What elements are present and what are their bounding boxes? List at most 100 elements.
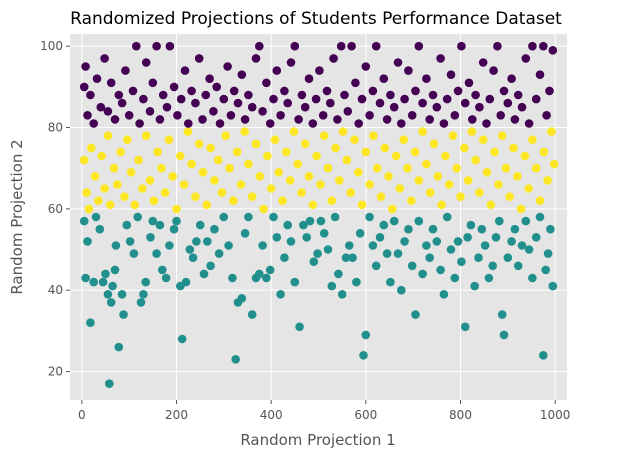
data-point-mid bbox=[138, 184, 147, 193]
data-point-low bbox=[302, 233, 312, 242]
data-point-mid bbox=[308, 200, 318, 210]
data-point-high bbox=[194, 54, 204, 63]
data-point-low bbox=[247, 310, 257, 319]
data-point-high bbox=[397, 119, 406, 128]
data-point-low bbox=[425, 253, 435, 262]
data-point-low bbox=[148, 216, 158, 226]
data-point-low bbox=[371, 261, 381, 271]
data-point-low bbox=[305, 216, 315, 226]
data-point-low bbox=[117, 290, 127, 299]
data-point-mid bbox=[380, 143, 390, 153]
data-point-high bbox=[457, 41, 466, 51]
data-point-high bbox=[237, 70, 247, 79]
data-point-low bbox=[316, 216, 326, 226]
data-point-low bbox=[510, 224, 520, 234]
data-point-low bbox=[470, 281, 480, 291]
data-point-mid bbox=[153, 147, 162, 157]
data-point-mid bbox=[240, 127, 249, 136]
data-point-high bbox=[496, 111, 506, 120]
data-point-mid bbox=[259, 204, 268, 214]
data-point-low bbox=[188, 253, 198, 262]
data-point-low bbox=[517, 241, 527, 250]
data-point-low bbox=[158, 265, 167, 275]
data-point-high bbox=[155, 115, 165, 124]
data-point-high bbox=[485, 94, 495, 104]
data-point-high bbox=[254, 41, 264, 51]
data-point-high bbox=[162, 102, 172, 112]
data-point-high bbox=[152, 41, 161, 51]
data-point-mid bbox=[312, 151, 321, 161]
data-point-mid bbox=[316, 180, 325, 189]
data-point-low bbox=[368, 241, 378, 250]
data-point-low bbox=[286, 237, 296, 246]
data-point-mid bbox=[549, 159, 559, 169]
data-point-high bbox=[251, 54, 261, 63]
data-point-high bbox=[446, 70, 456, 79]
data-point-high bbox=[283, 98, 293, 108]
data-point-mid bbox=[486, 200, 496, 210]
data-point-mid bbox=[84, 204, 94, 214]
data-point-low bbox=[114, 342, 124, 352]
data-point-high bbox=[513, 90, 523, 100]
data-point-mid bbox=[441, 151, 450, 161]
data-point-mid bbox=[444, 180, 454, 189]
data-point-high bbox=[165, 41, 175, 51]
data-point-low bbox=[219, 212, 229, 222]
data-point-low bbox=[295, 322, 304, 332]
data-point-low bbox=[418, 269, 427, 279]
data-point-low bbox=[337, 290, 347, 299]
data-point-low bbox=[359, 351, 368, 360]
data-point-high bbox=[89, 119, 98, 128]
data-point-high bbox=[347, 41, 356, 51]
data-point-high bbox=[411, 86, 420, 96]
data-point-high bbox=[262, 78, 271, 88]
data-point-mid bbox=[255, 172, 265, 181]
data-point-low bbox=[460, 322, 470, 332]
data-point-low bbox=[214, 249, 224, 258]
data-point-high bbox=[521, 54, 531, 63]
data-point-low bbox=[254, 269, 264, 279]
data-point-high bbox=[315, 66, 324, 75]
y-axis-label: Random Projection 2 bbox=[8, 139, 26, 294]
data-point-low bbox=[237, 294, 247, 303]
data-point-low bbox=[141, 277, 150, 287]
data-point-low bbox=[110, 265, 120, 275]
data-point-mid bbox=[213, 155, 223, 165]
data-point-low bbox=[507, 237, 516, 246]
x-tick-label: 200 bbox=[165, 408, 188, 422]
data-point-low bbox=[244, 212, 253, 222]
data-point-low bbox=[283, 220, 293, 230]
data-point-low bbox=[422, 241, 431, 250]
data-point-high bbox=[425, 115, 435, 124]
data-point-mid bbox=[300, 139, 310, 149]
data-point-high bbox=[468, 115, 477, 124]
data-point-high bbox=[201, 90, 211, 100]
data-point-mid bbox=[130, 200, 140, 210]
data-point-high bbox=[428, 90, 438, 100]
data-point-high bbox=[191, 98, 200, 108]
data-point-high bbox=[110, 115, 120, 124]
data-point-low bbox=[169, 224, 179, 234]
data-point-low bbox=[361, 330, 371, 340]
data-point-mid bbox=[543, 176, 552, 185]
data-point-high bbox=[422, 74, 431, 83]
data-point-high bbox=[475, 102, 484, 112]
data-point-low bbox=[139, 290, 148, 299]
data-point-low bbox=[155, 220, 165, 230]
data-point-high bbox=[432, 102, 442, 112]
data-point-low bbox=[474, 253, 483, 262]
data-point-mid bbox=[331, 143, 340, 153]
data-point-high bbox=[400, 94, 409, 104]
data-point-low bbox=[463, 233, 472, 242]
data-point-high bbox=[524, 119, 534, 128]
x-tick-label: 1000 bbox=[540, 408, 571, 422]
data-point-high bbox=[81, 62, 90, 71]
data-point-high bbox=[333, 115, 342, 124]
data-point-low bbox=[327, 281, 337, 291]
data-point-mid bbox=[282, 147, 291, 157]
data-point-mid bbox=[263, 151, 272, 161]
y-tick-label: 80 bbox=[48, 121, 63, 135]
data-point-mid bbox=[323, 163, 333, 173]
data-point-high bbox=[92, 74, 102, 83]
data-point-low bbox=[119, 310, 128, 319]
